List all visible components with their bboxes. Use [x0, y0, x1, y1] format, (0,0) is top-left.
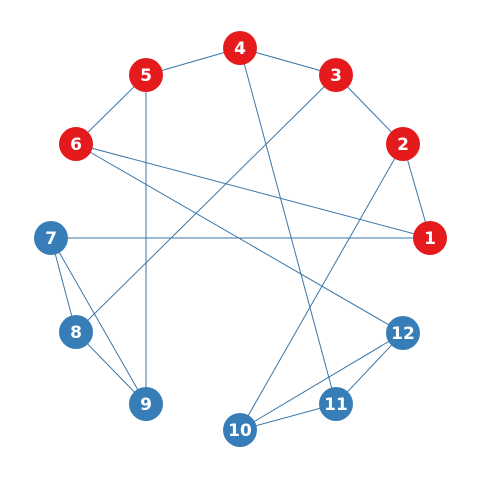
- node-circle-12: [386, 316, 420, 350]
- node-circle-7: [34, 221, 68, 255]
- node-label-1: 1: [424, 229, 436, 249]
- node-6: 6: [59, 127, 93, 161]
- edge-2-10: [239, 143, 404, 431]
- node-4: 4: [223, 31, 257, 65]
- edge-3-8: [75, 74, 337, 333]
- node-circle-4: [223, 31, 257, 65]
- node-circle-11: [319, 387, 353, 421]
- edge-6-1: [75, 143, 431, 239]
- node-8: 8: [59, 315, 93, 349]
- node-label-4: 4: [234, 39, 246, 59]
- node-11: 11: [319, 387, 353, 421]
- node-circle-3: [319, 58, 353, 92]
- node-label-7: 7: [45, 229, 57, 249]
- node-3: 3: [319, 58, 353, 92]
- edge-layer: [50, 47, 431, 431]
- node-circle-6: [59, 127, 93, 161]
- node-circle-10: [223, 413, 257, 447]
- node-label-3: 3: [330, 66, 342, 86]
- node-circle-5: [129, 58, 163, 92]
- node-10: 10: [223, 413, 257, 447]
- node-5: 5: [129, 58, 163, 92]
- node-label-10: 10: [228, 421, 252, 441]
- node-label-2: 2: [397, 135, 409, 155]
- node-circle-9: [129, 387, 163, 421]
- edge-6-12: [75, 143, 404, 334]
- edge-7-9: [50, 237, 147, 405]
- node-label-12: 12: [391, 324, 415, 344]
- node-circle-2: [386, 127, 420, 161]
- node-label-11: 11: [324, 395, 348, 415]
- node-1: 1: [413, 221, 447, 255]
- edge-4-11: [239, 47, 337, 405]
- node-label-9: 9: [140, 395, 152, 415]
- node-2: 2: [386, 127, 420, 161]
- node-9: 9: [129, 387, 163, 421]
- edge-10-12: [239, 332, 404, 431]
- node-circle-8: [59, 315, 93, 349]
- node-circle-1: [413, 221, 447, 255]
- node-label-6: 6: [70, 135, 82, 155]
- node-12: 12: [386, 316, 420, 350]
- node-label-5: 5: [140, 66, 152, 86]
- node-7: 7: [34, 221, 68, 255]
- node-label-8: 8: [70, 323, 82, 343]
